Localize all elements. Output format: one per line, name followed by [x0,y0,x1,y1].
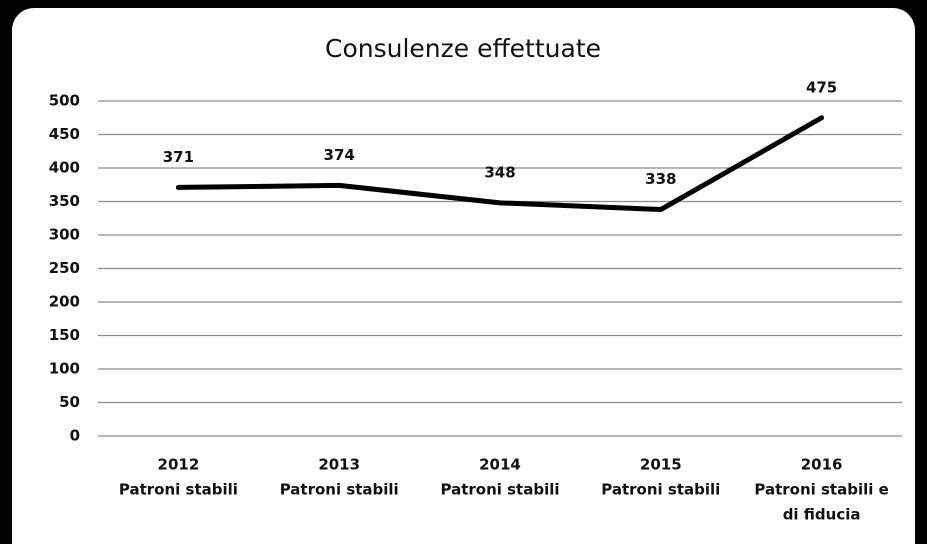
y-tick-label: 450 [49,125,80,143]
y-tick-label: 400 [49,159,80,177]
data-line [175,115,825,213]
y-tick-label: 500 [49,92,80,110]
x-tick-label: 2016 [801,456,843,474]
data-label: 348 [484,163,515,181]
x-tick-label: 2014 [479,456,521,474]
chart-background [12,8,915,544]
data-label: 475 [806,78,837,96]
x-tick-label: Patroni stabili [119,481,238,499]
y-tick-label: 350 [49,192,80,210]
y-tick-label: 50 [59,393,80,411]
x-tick-label: Patroni stabili [601,481,720,499]
x-tick-label: 2015 [640,456,682,474]
data-label: 374 [324,146,355,164]
chart-title: Consulenze effettuate [325,34,601,63]
y-tick-label: 200 [49,293,80,311]
x-tick-label: 2013 [318,456,360,474]
data-label: 371 [163,148,194,166]
y-tick-label: 300 [49,226,80,244]
x-tick-label: 2012 [158,456,200,474]
x-tick-label: di fiducia [783,506,861,524]
y-tick-label: 0 [70,427,80,445]
data-label: 338 [645,170,676,188]
y-tick-label: 150 [49,326,80,344]
x-tick-label: Patroni stabili [280,481,399,499]
x-tick-label: Patroni stabili e [754,481,888,499]
x-tick-label: Patroni stabili [440,481,559,499]
y-tick-label: 250 [49,259,80,277]
y-tick-label: 100 [49,360,80,378]
